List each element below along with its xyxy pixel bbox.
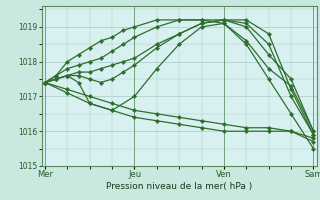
X-axis label: Pression niveau de la mer( hPa ): Pression niveau de la mer( hPa )	[106, 182, 252, 191]
